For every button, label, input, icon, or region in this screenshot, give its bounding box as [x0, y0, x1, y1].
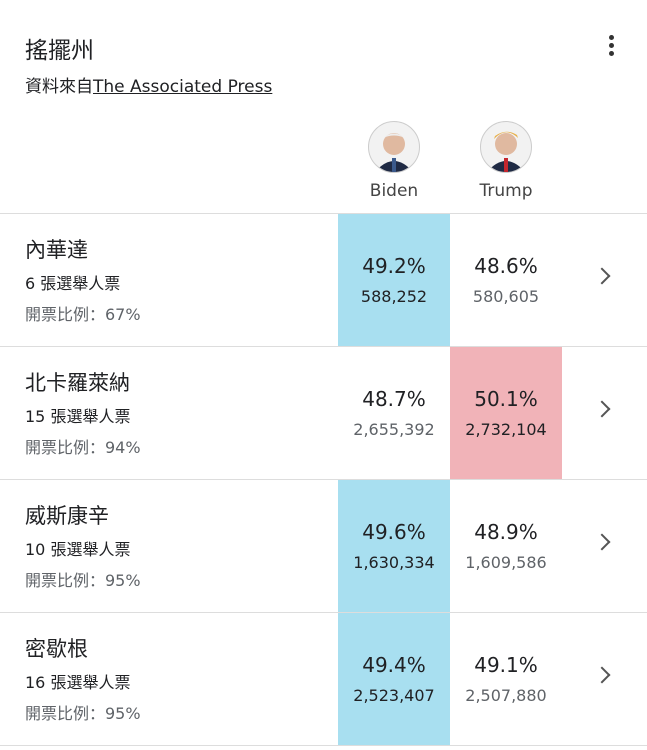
- source-link[interactable]: The Associated Press: [93, 77, 273, 97]
- electoral-votes: 16 張選舉人票: [25, 673, 131, 692]
- vote-count: 1,630,334: [353, 553, 435, 572]
- source-line: 資料來自The Associated Press: [25, 72, 272, 97]
- vote-percent: 49.4%: [362, 653, 426, 677]
- electoral-votes: 10 張選舉人票: [25, 540, 131, 559]
- vote-count: 2,732,104: [465, 420, 547, 439]
- chevron[interactable]: [593, 400, 611, 418]
- result-cell: 48.9% 1,609,586: [450, 480, 562, 612]
- row-divider: [0, 745, 647, 746]
- vote-percent: 50.1%: [474, 387, 538, 411]
- vote-count: 2,523,407: [353, 686, 435, 705]
- vote-percent: 48.6%: [474, 254, 538, 278]
- chevron[interactable]: [593, 267, 611, 285]
- state-name: 密歇根: [25, 637, 88, 661]
- vote-count: 588,252: [360, 287, 428, 306]
- result-cell: 48.6% 580,605: [450, 214, 562, 346]
- result-cell: 48.7% 2,655,392: [338, 347, 450, 479]
- source-prefix: 資料來自: [25, 77, 93, 97]
- result-cell: 50.1% 2,732,104: [450, 347, 562, 479]
- state-row[interactable]: 威斯康辛 10 張選舉人票 開票比例：95% 49.6% 1,630,334 48.9% 1…: [0, 479, 647, 612]
- result-cell: 49.6% 1,630,334: [338, 480, 450, 612]
- candidate-avatar: [368, 121, 420, 173]
- card-title: 搖擺州: [25, 38, 94, 64]
- state-name: 北卡羅萊納: [25, 371, 130, 395]
- vote-count: 2,507,880: [465, 686, 547, 705]
- candidate-name: Biden: [369, 181, 419, 201]
- reporting: 開票比例：95%: [25, 704, 141, 723]
- more-menu[interactable]: [609, 35, 615, 59]
- chevron[interactable]: [593, 533, 611, 551]
- vote-count: 580,605: [472, 287, 540, 306]
- reporting: 開票比例：95%: [25, 571, 141, 590]
- result-cell: 49.1% 2,507,880: [450, 613, 562, 745]
- candidate-avatar: [480, 121, 532, 173]
- reporting: 開票比例：67%: [25, 305, 141, 324]
- electoral-votes: 6 張選舉人票: [25, 274, 121, 293]
- vote-percent: 49.1%: [474, 653, 538, 677]
- state-name: 內華達: [25, 238, 88, 262]
- electoral-votes: 15 張選舉人票: [25, 407, 131, 426]
- vote-count: 2,655,392: [353, 420, 435, 439]
- state-row[interactable]: 內華達 6 張選舉人票開票比例：67% 49.2% 588,252 48.6% 580,6…: [0, 213, 647, 346]
- chevron[interactable]: [593, 666, 611, 684]
- vote-percent: 48.9%: [474, 520, 538, 544]
- vote-percent: 48.7%: [362, 387, 426, 411]
- result-cell: 49.2% 588,252: [338, 214, 450, 346]
- result-cell: 49.4% 2,523,407: [338, 613, 450, 745]
- state-name: 威斯康辛: [25, 504, 109, 528]
- candidate-name: Trump: [479, 181, 533, 201]
- vote-count: 1,609,586: [465, 553, 547, 572]
- state-row[interactable]: 北卡羅萊納 15 張選舉人票 開票比例：94% 48.7% 2,655,392 50.1%…: [0, 346, 647, 479]
- state-row[interactable]: 密歇根 16 張選舉人票 開票比例：95% 49.4% 2,523,407 49.1% 2,…: [0, 612, 647, 745]
- vote-percent: 49.6%: [362, 520, 426, 544]
- reporting: 開票比例：94%: [25, 438, 141, 457]
- vote-percent: 49.2%: [362, 254, 426, 278]
